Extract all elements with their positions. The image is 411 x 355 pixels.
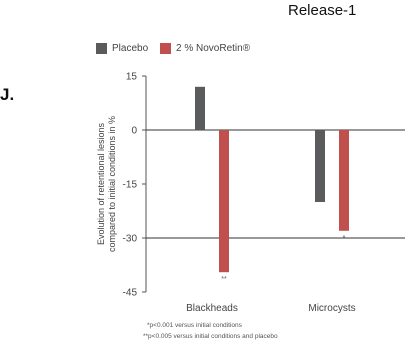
bar-novoretin-blackheads <box>219 130 229 273</box>
footnote-1: *p<0.001 versus initial conditions <box>147 322 242 329</box>
y-axis-label: Evolution of retentional lesionscompared… <box>96 116 117 252</box>
bar-novoretin-microcysts <box>339 130 349 231</box>
significance-mark: ** <box>221 276 227 283</box>
y-tick-label: 0 <box>131 126 137 137</box>
category-label: Blackheads <box>186 303 238 314</box>
panel-letter: J. <box>0 85 15 104</box>
y-tick-label: 15 <box>126 72 138 83</box>
legend-swatch-placebo <box>96 43 107 54</box>
legend-swatch-novoretin <box>160 43 171 54</box>
bar-placebo-microcysts <box>315 130 325 202</box>
legend-label-placebo: Placebo <box>112 43 149 54</box>
footnote-2: **p<0.005 versus initial conditions and … <box>143 333 278 340</box>
release-label: Release-1 <box>288 2 357 19</box>
category-label: Microcysts <box>308 303 355 314</box>
y-tick-label: -15 <box>123 180 138 191</box>
bar-placebo-blackheads <box>195 86 205 130</box>
legend-label-novoretin: 2 % NovoRetin® <box>176 43 251 54</box>
significance-mark: * <box>343 235 346 242</box>
y-tick-label: -45 <box>123 288 138 299</box>
y-tick-label: -30 <box>123 234 138 245</box>
